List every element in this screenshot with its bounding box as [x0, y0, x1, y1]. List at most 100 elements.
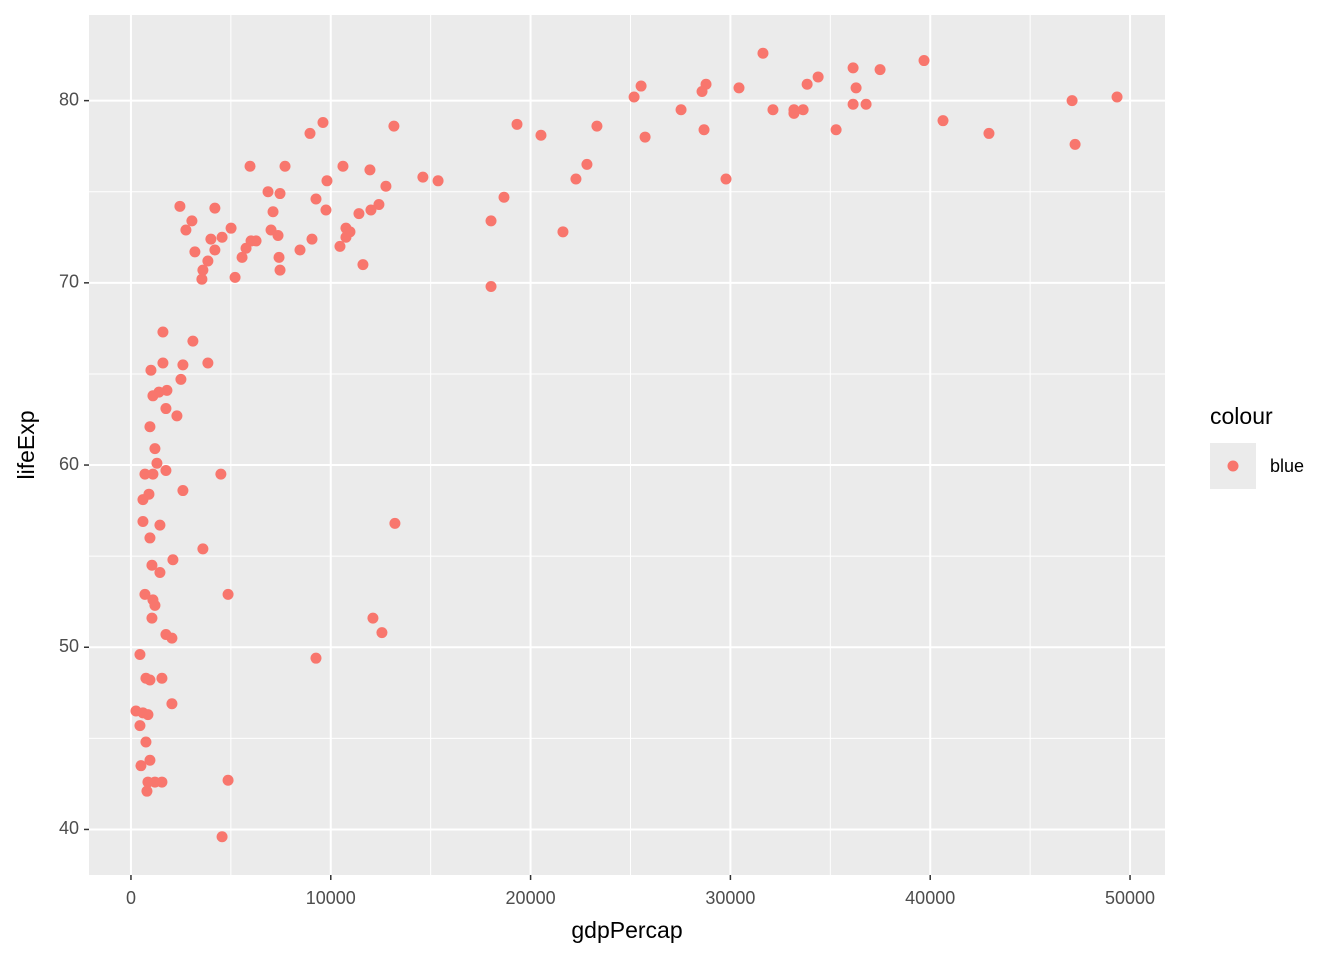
- point: [310, 193, 322, 205]
- point: [1069, 138, 1081, 150]
- point: [639, 131, 651, 143]
- point: [175, 373, 187, 385]
- point: [918, 55, 930, 67]
- point: [364, 164, 376, 176]
- point: [767, 104, 779, 116]
- point: [388, 120, 400, 132]
- point: [367, 612, 379, 624]
- point: [144, 532, 156, 544]
- x-tick-label: 0: [126, 888, 136, 908]
- point: [171, 410, 183, 422]
- point: [142, 776, 154, 788]
- y-tick-label: 40: [59, 818, 79, 838]
- y-tick-label: 60: [59, 454, 79, 474]
- point: [167, 554, 179, 566]
- point: [197, 264, 209, 276]
- point: [380, 180, 392, 192]
- point: [485, 215, 497, 227]
- point: [160, 465, 172, 477]
- point: [174, 200, 186, 212]
- point: [696, 86, 708, 98]
- point: [156, 672, 168, 684]
- point: [373, 198, 385, 210]
- y-tick-label: 50: [59, 636, 79, 656]
- point: [236, 251, 248, 263]
- point: [498, 191, 510, 203]
- point: [187, 335, 199, 347]
- point: [180, 224, 192, 236]
- point: [215, 468, 227, 480]
- point: [432, 175, 444, 187]
- point: [197, 543, 209, 555]
- point: [137, 516, 149, 528]
- point: [511, 118, 523, 130]
- point: [229, 271, 241, 283]
- point: [937, 115, 949, 127]
- point: [830, 124, 842, 136]
- x-tick-label: 10000: [306, 888, 356, 908]
- point: [157, 326, 169, 338]
- x-axis-title: gdpPercap: [571, 917, 682, 943]
- point: [801, 78, 813, 90]
- point: [209, 244, 221, 256]
- point: [222, 774, 234, 786]
- panel: [89, 15, 1165, 875]
- point: [151, 457, 163, 469]
- point: [274, 264, 286, 276]
- point: [320, 204, 332, 216]
- y-axis-title: lifeExp: [13, 410, 39, 479]
- point: [847, 62, 859, 74]
- point: [134, 720, 146, 732]
- point: [160, 403, 172, 415]
- point: [306, 233, 318, 245]
- point: [177, 359, 189, 371]
- point: [160, 628, 172, 640]
- point: [757, 47, 769, 59]
- point: [675, 104, 687, 116]
- x-tick-label: 30000: [705, 888, 755, 908]
- point: [145, 364, 157, 376]
- point: [149, 443, 161, 455]
- point: [141, 785, 153, 797]
- point: [279, 160, 291, 172]
- point: [274, 188, 286, 200]
- y-tick-label: 70: [59, 272, 79, 292]
- point: [635, 80, 647, 92]
- point: [154, 519, 166, 531]
- point: [591, 120, 603, 132]
- point: [216, 231, 228, 243]
- point: [847, 98, 859, 110]
- point: [1066, 95, 1078, 107]
- point: [144, 754, 156, 766]
- point: [265, 224, 277, 236]
- point: [186, 215, 198, 227]
- point: [321, 175, 333, 187]
- point: [139, 468, 151, 480]
- point: [304, 127, 316, 139]
- point: [485, 280, 497, 292]
- point: [134, 649, 146, 661]
- point: [144, 421, 156, 433]
- point: [140, 672, 152, 684]
- point: [389, 517, 401, 529]
- point: [535, 129, 547, 141]
- point: [262, 186, 274, 198]
- x-tick-label: 20000: [506, 888, 556, 908]
- point: [874, 64, 886, 76]
- point: [983, 127, 995, 139]
- point: [628, 91, 640, 103]
- point: [294, 244, 306, 256]
- point: [353, 208, 365, 220]
- point: [202, 255, 214, 267]
- point: [273, 251, 285, 263]
- point: [812, 71, 824, 83]
- point: [139, 588, 151, 600]
- point: [720, 173, 732, 185]
- point: [147, 468, 159, 480]
- point: [189, 246, 201, 258]
- point: [860, 98, 872, 110]
- point: [166, 698, 178, 710]
- point: [202, 357, 214, 369]
- point: [310, 652, 322, 664]
- point: [340, 222, 352, 234]
